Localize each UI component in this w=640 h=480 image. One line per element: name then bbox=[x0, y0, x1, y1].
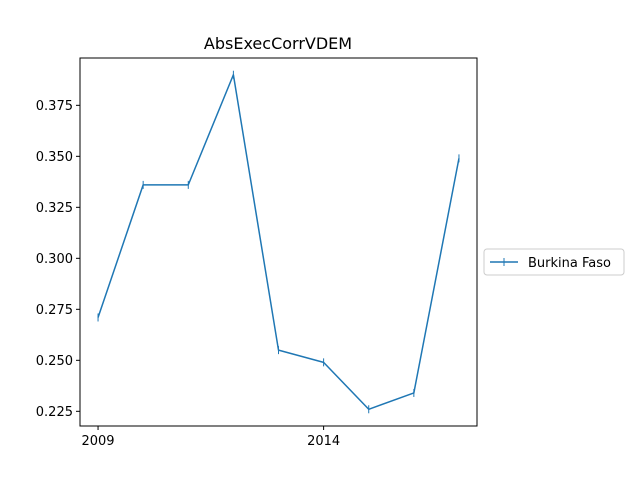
y-tick-label: 0.300 bbox=[36, 252, 73, 267]
y-tick-label: 0.375 bbox=[36, 99, 73, 114]
x-axis-ticks: 2009 2014 bbox=[81, 426, 340, 449]
legend-series-label: Burkina Faso bbox=[528, 256, 611, 271]
plot-frame bbox=[79, 57, 478, 427]
y-tick-label: 0.275 bbox=[36, 303, 73, 318]
legend-box bbox=[483, 248, 625, 276]
x-tick-label: 2014 bbox=[307, 434, 340, 449]
y-axis-ticks: 0.225 0.250 0.275 0.300 0.325 0.350 0.375 bbox=[36, 99, 80, 420]
plot-area: AbsExecCorrVDEM 2009 2014 0.225 0.250 0.275… bbox=[36, 34, 478, 449]
legend: Burkina Faso bbox=[483, 248, 625, 276]
chart-title: AbsExecCorrVDEM bbox=[204, 34, 352, 53]
y-tick-label: 0.350 bbox=[36, 150, 73, 165]
y-tick-label: 0.225 bbox=[36, 405, 73, 420]
y-tick-label: 0.250 bbox=[36, 354, 73, 369]
y-tick-label: 0.325 bbox=[36, 201, 73, 216]
x-tick-label: 2009 bbox=[81, 434, 114, 449]
series-layer bbox=[97, 70, 460, 414]
